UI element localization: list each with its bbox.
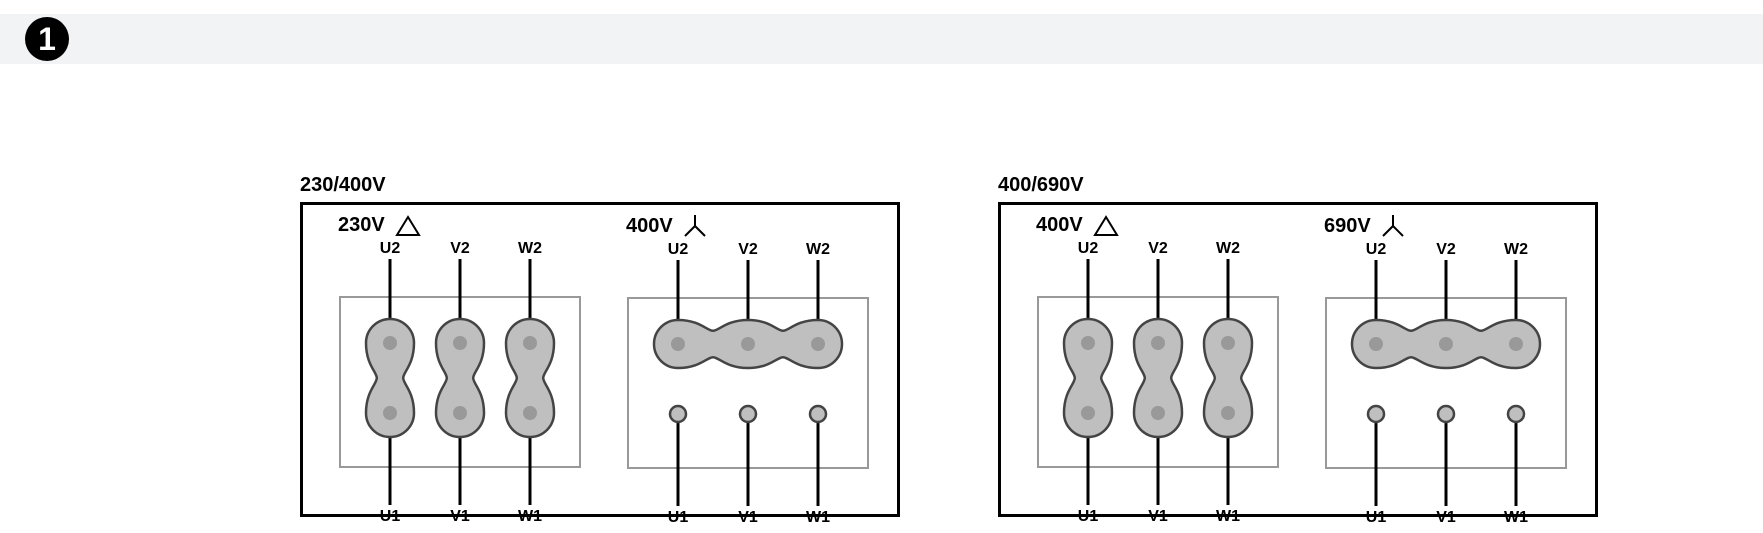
panel-voltage-text: 690V — [1324, 215, 1371, 238]
panel-voltage-label: 230V — [338, 214, 618, 237]
svg-text:V2: V2 — [1148, 240, 1168, 257]
panel-voltage-label: 400V — [626, 214, 906, 238]
terminal-block-svg: U2 V2 W2 U1 V1 W1 — [608, 238, 888, 528]
svg-text:U1: U1 — [380, 508, 401, 525]
terminal-block-svg: U2 V2 W2 U1 V1 W1 — [1306, 238, 1586, 528]
star-icon — [683, 214, 707, 238]
svg-text:W1: W1 — [518, 508, 542, 525]
terminal-block-svg: U2 V2 W2 U1 V1 W1 — [1018, 237, 1298, 527]
svg-text:V2: V2 — [1436, 241, 1456, 258]
svg-text:W1: W1 — [1504, 509, 1528, 526]
svg-text:V1: V1 — [450, 508, 470, 525]
svg-text:W2: W2 — [806, 241, 830, 258]
wiring-panel: 230V U2 V2 W2 U1 V1 W1 — [320, 214, 600, 532]
svg-text:W2: W2 — [1504, 241, 1528, 258]
svg-text:U2: U2 — [1366, 241, 1387, 258]
panel-voltage-text: 400V — [626, 215, 673, 238]
wiring-panel: 400V U2 V2 W2 U1 V1 W1 — [608, 214, 888, 533]
panel-voltage-label: 400V — [1036, 214, 1316, 237]
page-root: 1 230/400V 230V U2 V2 W2 U1 V1 W1 400V U2 V2 W2 U1… — [0, 14, 1763, 527]
svg-text:V2: V2 — [450, 240, 470, 257]
svg-text:V1: V1 — [738, 509, 758, 526]
svg-text:U1: U1 — [668, 509, 689, 526]
svg-text:U2: U2 — [668, 241, 689, 258]
group-title: 400/690V — [998, 174, 1084, 197]
svg-text:W2: W2 — [518, 240, 542, 257]
svg-text:V1: V1 — [1436, 509, 1456, 526]
step-badge: 1 — [25, 17, 69, 61]
delta-icon — [395, 215, 421, 237]
svg-text:U2: U2 — [1078, 240, 1099, 257]
panel-voltage-text: 230V — [338, 214, 385, 237]
group-title: 230/400V — [300, 174, 386, 197]
svg-text:W2: W2 — [1216, 240, 1240, 257]
step-number: 1 — [38, 21, 56, 58]
svg-text:U1: U1 — [1366, 509, 1387, 526]
svg-text:V2: V2 — [738, 241, 758, 258]
panel-voltage-text: 400V — [1036, 214, 1083, 237]
svg-text:W1: W1 — [806, 509, 830, 526]
svg-text:W1: W1 — [1216, 508, 1240, 525]
terminal-block-svg: U2 V2 W2 U1 V1 W1 — [320, 237, 600, 527]
wiring-panel: 400V U2 V2 W2 U1 V1 W1 — [1018, 214, 1298, 532]
svg-text:U1: U1 — [1078, 508, 1099, 525]
panel-voltage-label: 690V — [1324, 214, 1604, 238]
delta-icon — [1093, 215, 1119, 237]
wiring-panel: 690V U2 V2 W2 U1 V1 W1 — [1306, 214, 1586, 533]
section-header-bar: 1 — [0, 14, 1763, 64]
star-icon — [1381, 214, 1405, 238]
svg-text:V1: V1 — [1148, 508, 1168, 525]
svg-text:U2: U2 — [380, 240, 401, 257]
